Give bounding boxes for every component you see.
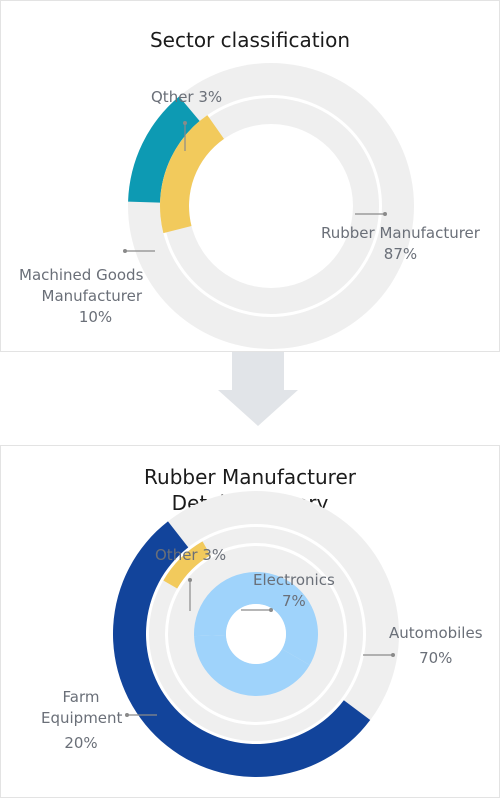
leader-machined-dot <box>123 249 127 253</box>
leader-automobiles-dot <box>391 653 395 657</box>
slice-label-automobiles: Automobiles 70% <box>389 623 483 669</box>
rubber-detail-donut-chart <box>112 491 399 778</box>
leader-farm-dot <box>125 713 129 717</box>
slice-label-farm-line1: Farm <box>62 688 100 706</box>
slice-electronics-c <box>194 572 256 637</box>
slice-farm-equipment <box>112 521 371 778</box>
chart-title-line1: Rubber Manufacturer <box>144 465 356 489</box>
slice-label-machined-value: 10% <box>78 308 113 326</box>
slice-label-electronics-name: Electronics <box>253 571 335 589</box>
slice-label-other: Qther 3% <box>151 88 223 106</box>
slice-electronics-b <box>194 635 310 696</box>
slice-other <box>160 115 224 234</box>
down-arrow-icon <box>218 352 298 426</box>
donut-hole <box>226 604 286 664</box>
slice-label-machined-line2: Manufacturer <box>41 287 143 305</box>
slice-other <box>163 541 211 589</box>
slice-label-rubber: Rubber Manufacturer 87% <box>321 223 480 265</box>
slice-machined-goods <box>128 96 200 203</box>
leader-other-dot <box>183 121 187 125</box>
slice-electronics-a <box>256 572 318 665</box>
sector-donut-chart <box>123 63 414 349</box>
sector-classification-panel: Sector classification Qther 3% Rubber Ma… <box>0 0 500 352</box>
donut-hole <box>189 124 353 288</box>
slice-label-farm: Farm Equipment 20% <box>41 687 123 754</box>
leader-rubber-dot <box>383 212 387 216</box>
slice-label-farm-line2: Equipment <box>41 709 123 727</box>
slice-label-other: Other 3% <box>155 546 227 564</box>
slice-label-automobiles-name: Automobiles <box>389 624 483 642</box>
slice-label-machined-line1: Machined Goods <box>19 266 144 284</box>
slice-label-electronics: Electronics 7% <box>253 570 335 612</box>
slice-label-machined: Machined Goods Manufacturer 10% <box>19 265 144 328</box>
slice-label-rubber-name: Rubber Manufacturer <box>321 224 480 242</box>
slice-label-automobiles-value: 70% <box>419 649 453 667</box>
leader-electronics-dot <box>269 608 273 612</box>
rubber-detail-panel: Rubber Manufacturer Detail Category Othe… <box>0 445 500 798</box>
leader-other-dot <box>188 578 192 582</box>
chart-title: Sector classification <box>149 28 351 52</box>
slice-label-rubber-value: 87% <box>383 245 418 263</box>
slice-label-electronics-value: 7% <box>281 592 306 610</box>
slice-label-farm-value: 20% <box>64 734 98 752</box>
